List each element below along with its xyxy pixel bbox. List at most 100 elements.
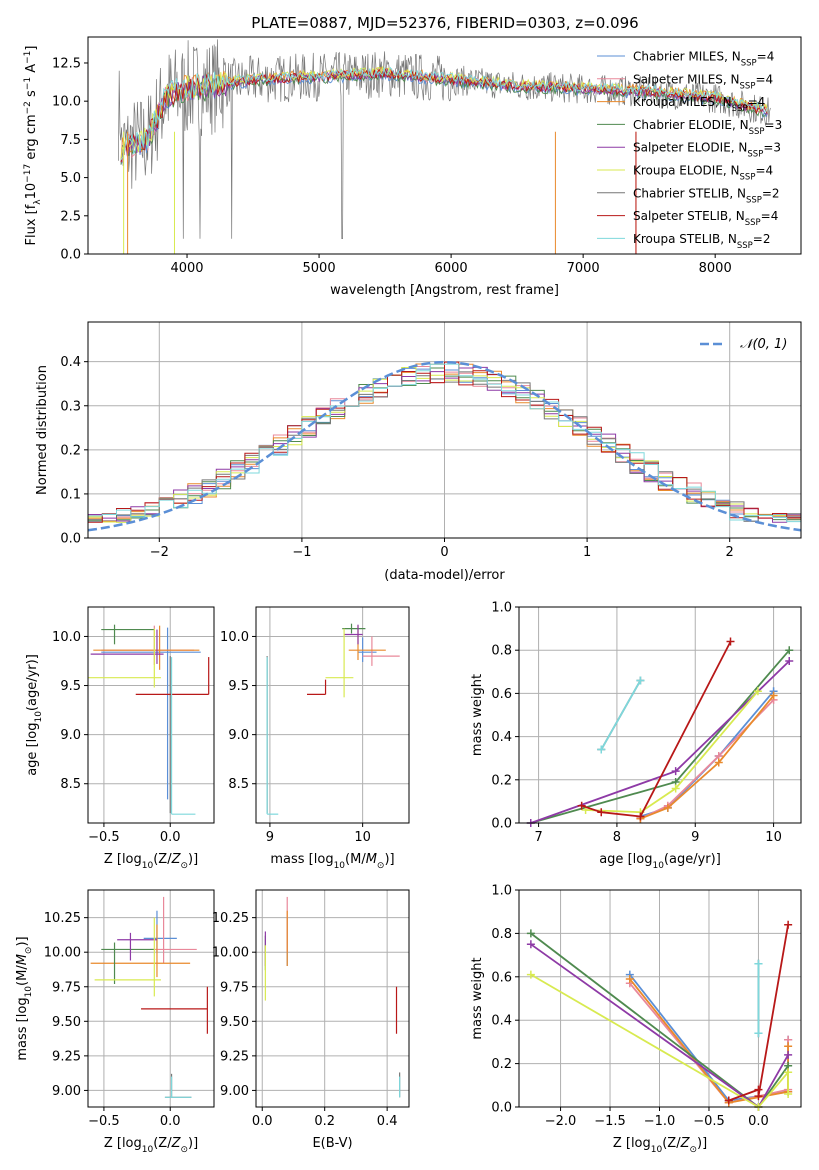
legend-end: =2 bbox=[762, 186, 780, 200]
label-part: log bbox=[633, 852, 653, 867]
ylabel-part: ] bbox=[24, 46, 39, 51]
legend-sub: SSP bbox=[749, 127, 765, 137]
errorbar-salpeter-miles bbox=[150, 896, 197, 964]
weight-marker-salpeter-stelib bbox=[754, 1092, 763, 1101]
tick-label-y: 10.25 bbox=[212, 911, 249, 926]
tick-label-y: 2.5 bbox=[60, 209, 81, 224]
ylabel-part: −17 bbox=[23, 164, 33, 183]
label-part: log bbox=[122, 1136, 142, 1151]
age-vs-Z-frame bbox=[87, 606, 215, 824]
label-part: (M/ bbox=[15, 965, 30, 986]
weight-vs-age-xlabel: age [log10(age/yr)] bbox=[599, 852, 721, 871]
legend-end: =4 bbox=[761, 209, 779, 223]
errorbar-kroupa-elodie bbox=[88, 628, 161, 688]
legend-text: Kroupa ELODIE, N bbox=[633, 164, 740, 178]
label-sub: ⊙ bbox=[180, 1145, 188, 1155]
weight-marker-salpeter-stelib bbox=[636, 812, 645, 821]
tick-label-y: 9.00 bbox=[220, 1084, 249, 1099]
weight-marker-chabrier-elodie bbox=[785, 646, 794, 655]
weight-vs-Z-xlabel: Z [log10(Z/Z⊙)] bbox=[613, 1136, 707, 1155]
tick-label-y: 9.5 bbox=[60, 679, 81, 694]
legend-label-salpeter-stelib: Salpeter STELIB, NSSP=4 bbox=[633, 209, 778, 228]
label-part: )] bbox=[384, 852, 394, 867]
label-part: )] bbox=[188, 1136, 198, 1151]
legend-sub: SSP bbox=[737, 241, 753, 251]
legend-sub: SSP bbox=[741, 59, 757, 69]
label-part: mass [ bbox=[270, 852, 313, 867]
tick-label-y: 9.5 bbox=[228, 679, 249, 694]
normal-legend-label: 𝒩(0, 1) bbox=[740, 337, 787, 352]
legend-end: =2 bbox=[753, 232, 771, 246]
label-part: M bbox=[15, 954, 30, 965]
tick-label-y: 0.8 bbox=[491, 644, 512, 659]
tick-label-y: 0.4 bbox=[60, 355, 81, 370]
tick-label-x: 6000 bbox=[435, 261, 468, 276]
ylabel-part: s bbox=[24, 90, 39, 101]
weight-vs-age-frame bbox=[518, 606, 802, 824]
legend-sub: SSP bbox=[745, 218, 761, 228]
tick-label-y: 0.4 bbox=[491, 1014, 512, 1029]
tick-label-x: 0.0 bbox=[748, 1114, 769, 1129]
label-part: Z [ bbox=[104, 1136, 122, 1151]
weight-marker-kroupa-stelib bbox=[754, 1029, 763, 1038]
label-part: log bbox=[122, 852, 142, 867]
legend-label-chabrier-stelib: Chabrier STELIB, NSSP=2 bbox=[633, 186, 780, 205]
label-part: Z [ bbox=[613, 1136, 631, 1151]
histogram-salpeter-stelib bbox=[88, 361, 801, 523]
legend-text: Chabrier MILES, N bbox=[633, 50, 741, 64]
legend-sub: SSP bbox=[732, 104, 748, 114]
label-part: )] bbox=[188, 852, 198, 867]
tick-label-y: 0.2 bbox=[60, 443, 81, 458]
tick-label-y: 0.6 bbox=[491, 687, 512, 702]
spectrum-ylabel: Flux [fλ10−17 erg cm−2 s−1 A−1] bbox=[23, 46, 43, 246]
weight-marker-kroupa-stelib bbox=[636, 676, 645, 685]
weight-marker-kroupa-stelib bbox=[754, 959, 763, 968]
tick-label-x: 8 bbox=[613, 830, 621, 845]
label-part: (Z/ bbox=[153, 852, 172, 867]
errorbar-chabrier-elodie bbox=[101, 942, 155, 984]
tick-label-x: 5000 bbox=[303, 261, 336, 276]
weight-line-kroupa-elodie bbox=[530, 973, 789, 1109]
legend-sub: SSP bbox=[747, 150, 763, 160]
legend-sub: SSP bbox=[740, 81, 756, 91]
weight-marker-salpeter-stelib bbox=[724, 1096, 733, 1105]
tick-label-x: 7 bbox=[534, 830, 542, 845]
label-part: (age/yr)] bbox=[664, 852, 721, 867]
errorbar-kroupa-stelib bbox=[170, 657, 196, 815]
weight-marker-kroupa-miles bbox=[663, 803, 672, 812]
tick-label-x: −0.5 bbox=[88, 830, 120, 845]
weight-marker-kroupa-elodie bbox=[753, 687, 762, 696]
tick-label-y: 10.0 bbox=[52, 95, 81, 110]
tick-label-y: 9.00 bbox=[52, 1084, 81, 1099]
tick-label-x: 2 bbox=[726, 545, 734, 560]
spectrum-axes: 4000 5000 6000 7000 8000 0.0 2.5 5.0 7.5 10.0 12.5 bbox=[52, 56, 732, 276]
tick-label-x: 8000 bbox=[699, 261, 732, 276]
legend-text: Salpeter MILES, N bbox=[633, 72, 740, 86]
errorbar-salpeter-elodie bbox=[117, 932, 157, 961]
errorbar-kroupa-miles bbox=[93, 625, 200, 670]
label-sub: 10 bbox=[142, 1145, 154, 1155]
legend-text: Salpeter ELODIE, N bbox=[633, 141, 747, 155]
tick-label-y: 10.0 bbox=[52, 630, 81, 645]
label-sub: 10 bbox=[142, 861, 154, 871]
label-sub: 10 bbox=[334, 861, 346, 871]
weight-line-salpeter-stelib bbox=[581, 641, 732, 818]
tick-label-y: 0.0 bbox=[491, 817, 512, 832]
label-part: Z bbox=[680, 1136, 691, 1151]
weight-marker-chabrier-elodie bbox=[526, 929, 535, 938]
tick-label-x: 9 bbox=[691, 830, 699, 845]
ylabel-part: λ bbox=[33, 199, 43, 205]
tick-label-y: 12.5 bbox=[52, 56, 81, 71]
normal-curve bbox=[87, 360, 802, 532]
residuals-xlabel: (data-model)/error bbox=[384, 568, 505, 583]
residuals-frame bbox=[87, 321, 802, 539]
weight-marker-kroupa-elodie bbox=[784, 1089, 793, 1098]
tick-label-x: −1.0 bbox=[644, 1114, 676, 1129]
weight-marker-salpeter-stelib bbox=[577, 801, 586, 810]
tick-label-y: 1.0 bbox=[491, 884, 512, 899]
tick-label-y: 9.75 bbox=[220, 980, 249, 995]
weight-marker-salpeter-stelib bbox=[726, 637, 735, 646]
legend-label-salpeter-miles: Salpeter MILES, NSSP=4 bbox=[633, 72, 773, 91]
tick-label-y: 9.0 bbox=[60, 728, 81, 743]
